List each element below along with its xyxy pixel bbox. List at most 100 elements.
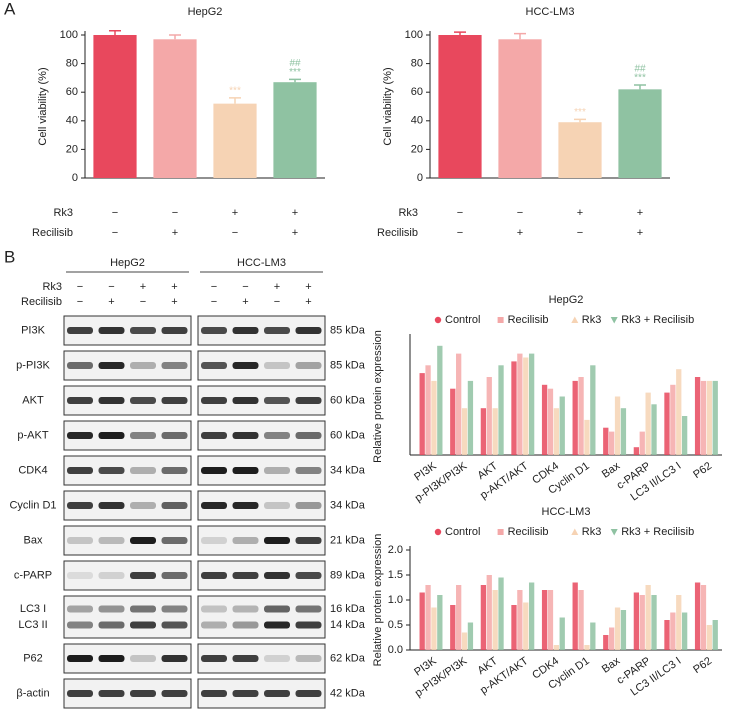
legend-label: Rk3 + Recilisib [621, 314, 694, 326]
legend-marker [571, 528, 579, 535]
bar [492, 408, 498, 455]
legend-marker [497, 529, 504, 535]
y-tick-label: 1.5 [388, 569, 403, 581]
treatment-label: Rk3 [42, 281, 62, 293]
y-tick-label: 20 [411, 143, 423, 155]
blot-frame [63, 595, 192, 639]
panel-label: B [4, 247, 15, 266]
bar [498, 39, 542, 178]
bar [93, 35, 137, 178]
bar [425, 365, 431, 455]
treatment-sign: + [292, 227, 298, 239]
treatment-sign: + [232, 207, 238, 219]
bar [547, 590, 554, 650]
blot-band [264, 467, 290, 474]
bar [450, 388, 456, 455]
bar [486, 575, 492, 650]
treatment-label: Rk3 [398, 207, 418, 219]
blot-band [67, 605, 93, 613]
significance: *** [289, 67, 301, 78]
treatment-label: Rk3 [53, 207, 73, 219]
blot-band [161, 655, 188, 662]
bar [486, 377, 492, 455]
bar [273, 82, 317, 178]
treatment-sign: − [517, 207, 523, 219]
blot-band [264, 605, 290, 613]
bar [706, 625, 712, 650]
blot-band [232, 467, 259, 474]
blot-band [232, 605, 259, 613]
blot-band [130, 397, 156, 404]
x-tick-label: P62 [691, 460, 714, 481]
blot-band [201, 502, 227, 509]
bar [603, 427, 609, 455]
kda-label: 60 kDa [330, 429, 366, 441]
kda-label: 85 kDa [330, 359, 366, 371]
treatment-sign: + [140, 281, 146, 293]
legend-marker [434, 528, 442, 536]
treatment-sign: − [140, 296, 146, 308]
blot-band [201, 655, 227, 662]
blot-band [130, 362, 156, 369]
bar [523, 357, 529, 455]
y-tick-label: 0 [72, 172, 78, 184]
blot-band [98, 605, 125, 613]
protein-label: P62 [23, 652, 43, 664]
y-tick-label: 1.0 [388, 594, 403, 606]
bar [467, 622, 474, 650]
kda-label: 16 kDa [330, 603, 366, 615]
bar [419, 373, 425, 455]
treatment-sign: + [274, 281, 280, 293]
y-axis-label: Cell viability (%) [382, 67, 394, 145]
treatment-sign: + [637, 207, 643, 219]
kda-label: 89 kDa [330, 569, 366, 581]
treatment-sign: − [77, 296, 83, 308]
blot-band [130, 502, 156, 509]
kda-label: 21 kDa [330, 534, 366, 546]
bar [558, 122, 602, 178]
bar [419, 592, 425, 650]
treatment-sign: + [172, 227, 178, 239]
significance: *** [574, 107, 586, 118]
bar [614, 607, 621, 650]
bar [651, 595, 657, 650]
treatment-label: Recilisib [377, 227, 418, 239]
blot-band [130, 690, 156, 697]
blot-band [264, 362, 290, 369]
bar [639, 595, 645, 650]
bar [670, 612, 676, 650]
blot-band [98, 537, 125, 544]
error-bar [289, 78, 301, 83]
chart-title: HepG2 [188, 6, 223, 18]
blot-band [201, 397, 227, 404]
bar [700, 585, 707, 650]
bar [676, 595, 682, 650]
bar [450, 605, 456, 650]
treatment-sign: − [577, 227, 583, 239]
treatment-sign: + [242, 296, 248, 308]
bar [700, 380, 707, 455]
bar [498, 365, 504, 455]
blot-band [67, 432, 93, 439]
blot-band [295, 432, 322, 439]
blot-band [67, 690, 93, 697]
blot-band [98, 362, 125, 369]
bar [590, 622, 596, 650]
error-bar [574, 118, 586, 123]
treatment-sign: + [637, 227, 643, 239]
bar [553, 645, 559, 650]
blot-band [295, 621, 322, 629]
treatment-label: Recilisib [32, 227, 73, 239]
blot-band [130, 467, 156, 474]
treatment-sign: − [242, 281, 248, 293]
bar [431, 607, 437, 650]
blot-band [264, 502, 290, 509]
blot-band [232, 621, 259, 629]
blot-band [98, 690, 125, 697]
bar [633, 447, 640, 455]
chart-title: HepG2 [549, 294, 584, 306]
bar [645, 585, 651, 650]
bar [511, 361, 517, 455]
y-tick-label: 0.5 [388, 619, 403, 631]
protein-label: CDK4 [18, 464, 47, 476]
